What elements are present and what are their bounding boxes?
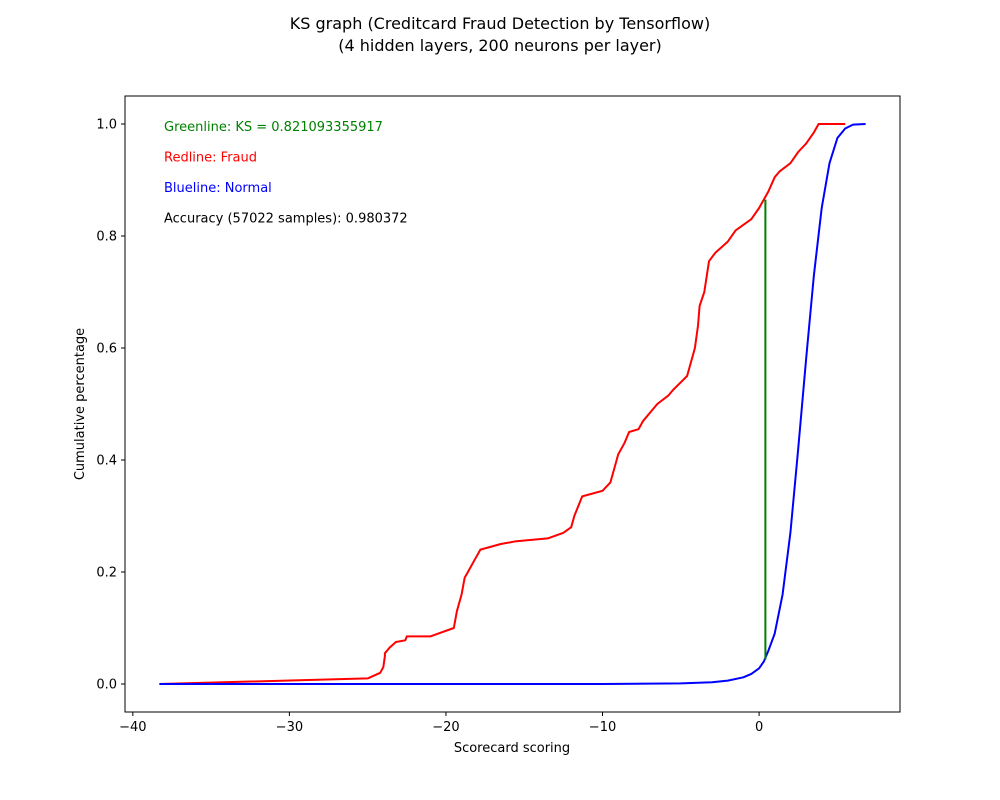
fraud-annotation: Redline: Fraud xyxy=(164,151,257,166)
normal-annotation: Blueline: Normal xyxy=(164,181,272,196)
y-tick-label: 0.2 xyxy=(96,566,117,581)
y-tick-label: 0.4 xyxy=(96,454,117,469)
plot-frame xyxy=(124,95,901,713)
x-axis: −40 −30 −20 −10 0 xyxy=(119,712,763,735)
chart-title: KS graph (Creditcard Fraud Detection by … xyxy=(290,14,710,33)
ks-annotation: Greenline: KS = 0.821093355917 xyxy=(164,120,383,135)
fraud-line xyxy=(159,123,846,685)
y-tick-label: 1.0 xyxy=(96,118,117,133)
x-axis-label: Scorecard scoring xyxy=(454,741,570,756)
chart-subtitle: (4 hidden layers, 200 neurons per layer) xyxy=(338,36,662,55)
x-tick-label: −30 xyxy=(276,720,303,735)
normal-line xyxy=(159,123,866,685)
y-tick-label: 0.6 xyxy=(96,342,117,357)
x-tick-label: −20 xyxy=(432,720,459,735)
y-axis-label: Cumulative percentage xyxy=(73,328,88,480)
y-axis: 0.0 0.2 0.4 0.6 0.8 1.0 xyxy=(96,118,125,693)
x-tick-label: −10 xyxy=(589,720,616,735)
y-tick-label: 0.0 xyxy=(96,678,117,693)
annotation-group: Greenline: KS = 0.821093355917 Redline: F… xyxy=(164,120,408,227)
y-tick-label: 0.8 xyxy=(96,230,117,245)
plot-area xyxy=(159,123,866,685)
accuracy-annotation: Accuracy (57022 samples): 0.980372 xyxy=(164,212,408,227)
x-tick-label: 0 xyxy=(755,720,763,735)
x-tick-label: −40 xyxy=(119,720,146,735)
